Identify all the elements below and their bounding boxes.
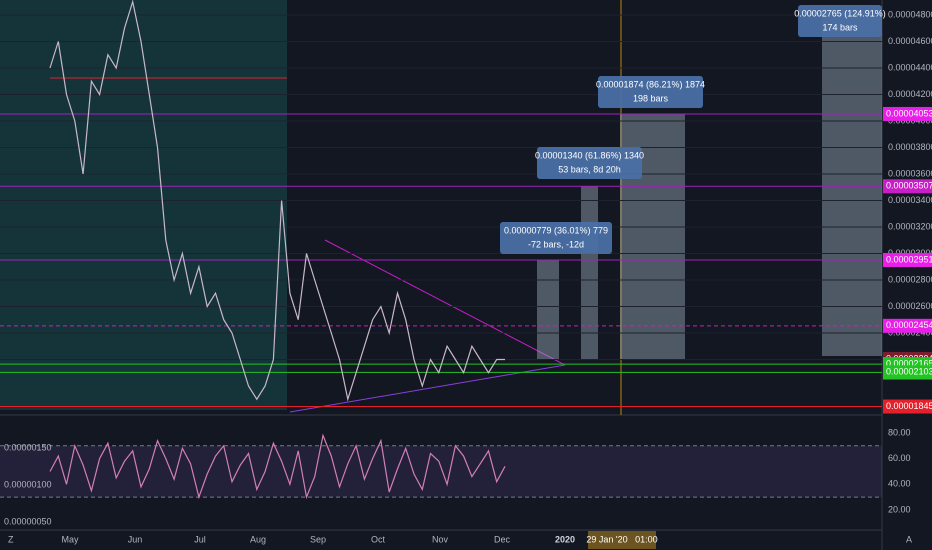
y-tick-label: 0.00004800 [888,9,932,19]
y-tick-label: 40.00 [888,479,911,489]
left-tick-label: 0.00000150 [4,443,52,453]
price-label-bg [883,365,932,380]
y-tick-label: 0.00003000 [888,248,932,258]
y-tick-label: 0.00003800 [888,142,932,152]
x-tick-label: Nov [432,534,449,544]
annotation-box [798,5,882,37]
price-label: 0.00002165 [886,358,932,368]
price-label: 0.00002103 [886,367,932,377]
price-label-bg [883,252,932,267]
annotation-text: 53 bars, 8d 20h [558,164,621,174]
price-label-bg [883,179,932,194]
annotation-text: 0.00001340 (61.86%) 1340 [535,150,644,160]
y-tick-label: 0.00004600 [888,36,932,46]
y-tick-label: 60.00 [888,453,911,463]
annotation-box [537,147,642,179]
annotation-text: 198 bars [633,93,669,103]
series-line [49,433,506,500]
annotation-text: -72 bars, -12d [528,239,584,249]
measure-box [581,186,598,360]
price-label: 0.00003507 [886,181,932,191]
y-tick-label: 0.00002800 [888,274,932,284]
left-tick-label: 0.00000100 [4,479,52,489]
crosshair-label-bg [588,531,656,549]
x-tick-label: May [61,534,79,544]
price-label-bg [883,399,932,414]
series-line [49,0,505,402]
annotation-text: 0.00002765 (124.91%) [794,8,886,18]
annotation-text: 0.00000779 (36.01%) 779 [504,225,608,235]
trend-line [324,239,566,366]
price-label: 0.00002951 [886,254,932,264]
x-tick-label: 2020 [555,534,575,544]
measure-box [822,10,882,356]
price-label-bg [883,106,932,121]
y-tick-label: 0.00002600 [888,301,932,311]
auto-scale[interactable]: A [906,534,912,544]
zoom-icon[interactable]: Z [8,534,14,544]
range-highlight [0,0,287,410]
left-tick-label: 0.00000050 [4,516,52,526]
annotation-text: 174 bars [822,22,858,32]
y-tick-label: 0.00004200 [888,89,932,99]
y-tick-label: 0.00004400 [888,62,932,72]
price-label: 0.00002454 [886,320,932,330]
annotation-box [598,76,703,108]
y-tick-label: 0.00003600 [888,168,932,178]
price-label-bg [883,318,932,333]
price-label: 0.00004053 [886,108,932,118]
x-tick-label: Dec [494,534,511,544]
crosshair-label: 29 Jan '20 01:00 [586,534,657,544]
price-label: 0.00001845 [886,401,932,411]
y-tick-label: 0.00003400 [888,195,932,205]
measure-box [537,260,559,360]
x-tick-label: Jul [194,534,206,544]
y-tick-label: 20.00 [888,504,911,514]
annotation-box [500,222,612,254]
rsi-band [0,445,882,498]
x-tick-label: Jun [128,534,143,544]
y-tick-label: 80.00 [888,427,911,437]
x-tick-label: Sep [310,534,326,544]
annotation-text: 0.00001874 (86.21%) 1874 [596,79,705,89]
x-tick-label: Oct [371,534,386,544]
y-tick-label: 0.00003200 [888,221,932,231]
x-tick-label: Aug [250,534,266,544]
